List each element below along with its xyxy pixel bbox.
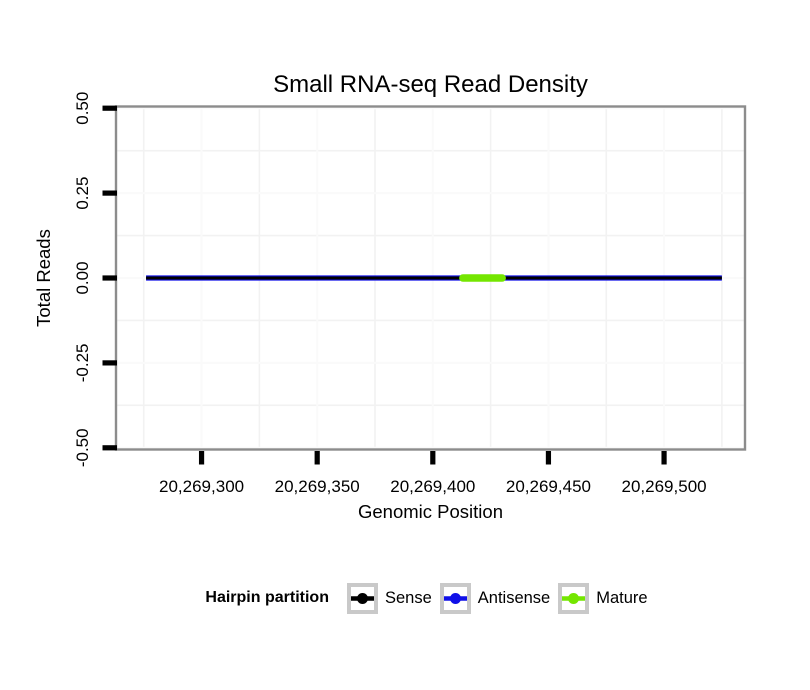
legend-entry-label: Sense [384,588,432,607]
x-tick-label: 20,269,450 [506,477,591,496]
y-tick-label: -0.25 [73,344,92,383]
legend: Hairpin partition Sense Antisense Mature [116,579,745,617]
y-tick-label: 0.50 [73,92,92,125]
y-tick-label: 0.00 [73,261,92,294]
legend-title: Hairpin partition [205,589,329,606]
x-tick-label: 20,269,500 [622,477,707,496]
legend-key-icon [558,582,590,614]
y-tick-label: -0.50 [73,428,92,467]
legend-entries: Sense Antisense Mature [346,582,656,614]
x-axis-title: Genomic Position [358,501,503,522]
legend-entry-antisense: Antisense [439,582,551,614]
x-tick-label: 20,269,400 [390,477,475,496]
legend-key-icon [439,582,471,614]
x-tick-label: 20,269,300 [159,477,244,496]
legend-entry-label: Antisense [477,588,551,607]
legend-entry-label: Mature [596,588,648,607]
chart-title: Small RNA-seq Read Density [273,71,588,98]
y-axis-title: Total Reads [33,229,54,327]
legend-entry-mature: Mature [558,582,648,614]
legend-entry-sense: Sense [346,582,432,614]
legend-key-icon [346,582,378,614]
x-tick-label: 20,269,350 [275,477,360,496]
y-tick-label: 0.25 [73,177,92,210]
